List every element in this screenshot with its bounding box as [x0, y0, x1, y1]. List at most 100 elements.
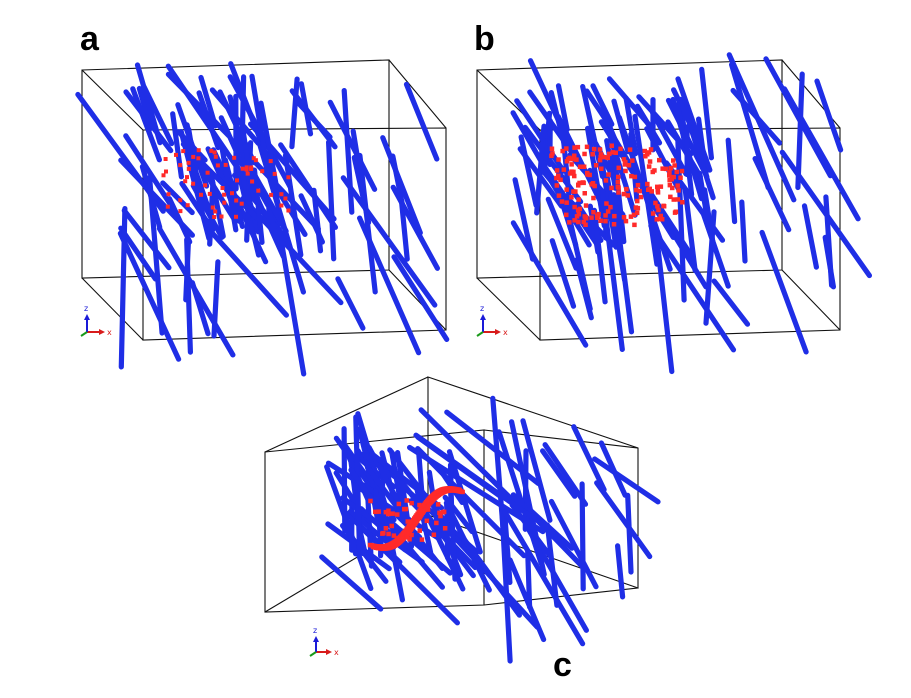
trace-segment — [390, 184, 440, 271]
event-point — [183, 179, 188, 184]
event-point — [569, 195, 574, 200]
event-point — [386, 531, 391, 537]
event-point — [576, 219, 581, 225]
event-point — [249, 165, 254, 170]
event-point — [607, 151, 612, 157]
event-point — [286, 175, 291, 180]
event-point — [269, 192, 274, 197]
event-point — [405, 519, 410, 524]
event-point — [680, 200, 685, 205]
event-point — [587, 172, 592, 178]
trace-segment — [614, 543, 626, 600]
event-point — [632, 174, 638, 180]
trace-segment — [335, 276, 366, 331]
trace-segment — [121, 208, 172, 271]
event-point — [626, 163, 632, 168]
event-point — [667, 177, 672, 183]
event-point — [609, 185, 614, 191]
event-point — [256, 188, 261, 193]
trace-segment — [496, 429, 544, 567]
event-point — [402, 506, 407, 512]
trace-segment — [509, 502, 554, 560]
event-point — [585, 170, 590, 176]
trace-segment — [437, 519, 464, 578]
event-point — [612, 213, 617, 219]
trace-segment — [801, 203, 820, 270]
event-point — [564, 146, 569, 151]
event-point — [655, 190, 661, 195]
panel-b-label: b — [474, 20, 495, 58]
event-point — [564, 187, 569, 192]
axis-z-label: z — [313, 626, 317, 635]
event-point — [164, 169, 168, 174]
trace-segment — [117, 230, 182, 362]
event-point — [549, 146, 555, 151]
event-point — [554, 183, 560, 188]
trace-segment — [502, 513, 513, 586]
trace-segment — [289, 88, 338, 150]
event-point — [581, 180, 586, 186]
event-point — [240, 166, 245, 171]
event-point — [203, 183, 208, 188]
trace-segment — [781, 86, 861, 222]
event-point — [598, 154, 603, 160]
axis-x-label: x — [334, 648, 339, 657]
event-point — [396, 501, 402, 507]
event-point — [659, 217, 665, 222]
event-point — [591, 146, 597, 152]
event-point — [186, 166, 191, 171]
event-point — [245, 171, 250, 176]
event-point — [653, 200, 658, 206]
trace-segment — [548, 89, 568, 150]
trace-segment — [648, 223, 737, 353]
event-point — [575, 144, 581, 150]
trace-segment — [502, 509, 586, 647]
trace-segment — [539, 448, 578, 499]
trace-segment — [364, 464, 409, 522]
event-point — [457, 487, 462, 493]
trace-segment — [207, 180, 216, 247]
event-point — [431, 532, 437, 537]
trace-segment — [822, 234, 837, 290]
event-point — [628, 214, 634, 219]
event-point — [623, 159, 628, 165]
event-point — [590, 152, 595, 157]
trace-group — [75, 61, 450, 377]
event-point — [678, 175, 683, 180]
trace-segment — [418, 407, 534, 522]
trace-segment — [700, 209, 731, 289]
trace-segment — [571, 424, 607, 493]
event-point — [205, 170, 210, 175]
trace-segment — [327, 99, 378, 192]
event-point — [582, 191, 587, 196]
trace-segment — [545, 196, 579, 271]
event-point — [376, 509, 381, 514]
trace-segment — [549, 238, 577, 309]
event-point — [425, 507, 431, 512]
event-point — [279, 192, 284, 197]
event-point — [621, 215, 627, 220]
box-depth-edge — [81, 69, 144, 131]
event-point — [667, 173, 672, 178]
event-point — [671, 174, 676, 180]
trace-segment — [415, 446, 527, 559]
event-point — [185, 203, 190, 208]
panel-a-label: a — [80, 20, 99, 58]
event-point — [178, 209, 183, 214]
trace-segment — [209, 87, 261, 146]
event-point — [655, 184, 660, 190]
event-point — [569, 162, 574, 167]
event-point — [667, 182, 673, 188]
event-point — [215, 163, 220, 168]
event-point — [577, 206, 583, 212]
event-point — [599, 166, 604, 171]
axis-x-arrow-icon — [326, 649, 332, 655]
event-point — [404, 498, 409, 503]
event-point — [549, 153, 554, 159]
event-point — [675, 197, 681, 202]
event-point — [424, 518, 430, 524]
axis-z-arrow-icon — [313, 636, 319, 642]
event-point — [253, 158, 258, 163]
event-point — [409, 532, 414, 538]
